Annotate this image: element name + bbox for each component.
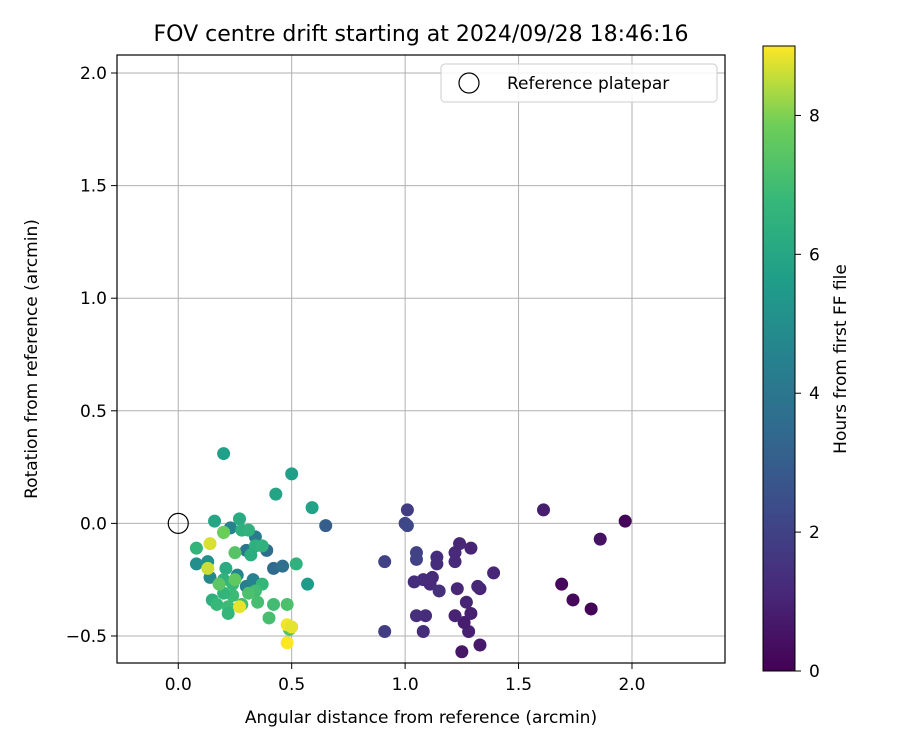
data-point [430, 557, 444, 571]
x-tick-label: 1.5 [505, 675, 532, 695]
data-point [221, 606, 235, 620]
colorbar-tick-label: 6 [809, 245, 820, 265]
data-point [242, 523, 256, 537]
data-point [378, 555, 392, 569]
data-point [228, 546, 242, 560]
data-point [319, 519, 333, 533]
data-point [409, 546, 423, 560]
data-point [464, 541, 478, 555]
data-point [301, 577, 315, 591]
data-point [242, 586, 256, 600]
data-point [201, 561, 215, 575]
data-point [217, 525, 231, 539]
legend-label-reference: Reference platepar [507, 74, 669, 94]
data-point [212, 577, 226, 591]
data-point [423, 577, 437, 591]
data-point [203, 537, 217, 551]
data-point [464, 606, 478, 620]
data-point [593, 532, 607, 546]
chart-title: FOV centre drift starting at 2024/09/28 … [154, 22, 689, 47]
colorbar: 0 2 4 6 8 Hours from first FF file [762, 45, 851, 682]
data-point [457, 615, 471, 629]
data-point [280, 636, 294, 650]
y-tick-label: 1.0 [80, 289, 107, 309]
colorbar-tick-label: 4 [809, 384, 820, 404]
data-point [407, 575, 421, 589]
colorbar-tick-label: 8 [809, 106, 820, 126]
y-axis-ticks: −0.5 0.0 0.5 1.0 1.5 2.0 [66, 64, 117, 647]
data-point [219, 561, 233, 575]
y-tick-label: 0.0 [80, 514, 107, 534]
x-axis-label: Angular distance from reference (arcmin) [245, 708, 597, 728]
data-point [262, 611, 276, 625]
reference-platepar-marker [167, 512, 189, 534]
data-point [584, 602, 598, 616]
x-tick-label: 0.5 [278, 675, 305, 695]
data-point [189, 557, 203, 571]
legend-box [440, 63, 718, 103]
legend: Reference platepar [440, 63, 718, 103]
y-tick-label: 0.5 [80, 402, 107, 422]
data-point [255, 539, 269, 553]
data-point [244, 548, 258, 562]
data-point [210, 597, 224, 611]
data-point [618, 514, 632, 528]
data-point [267, 597, 281, 611]
data-point [233, 600, 247, 614]
data-point [416, 624, 430, 638]
data-point [305, 501, 319, 515]
data-point [378, 624, 392, 638]
data-point [419, 609, 433, 623]
data-point [289, 557, 303, 571]
legend-marker-reference [458, 72, 480, 94]
y-tick-label: −0.5 [66, 627, 107, 647]
colorbar-label: Hours from first FF file [831, 264, 851, 454]
data-point [448, 555, 462, 569]
data-points [189, 447, 632, 659]
data-point [455, 645, 469, 659]
data-point [269, 487, 283, 501]
data-point [400, 503, 414, 517]
data-point [459, 595, 473, 609]
data-point [285, 620, 299, 634]
colorbar-tick-label: 0 [809, 662, 820, 682]
data-point [555, 577, 569, 591]
data-point [276, 559, 290, 573]
data-point [450, 582, 464, 596]
y-tick-label: 2.0 [80, 64, 107, 84]
plot-area-frame [116, 54, 726, 664]
data-point [400, 519, 414, 533]
data-point [208, 514, 222, 528]
data-point [251, 595, 265, 609]
data-point [285, 467, 299, 481]
data-point [471, 579, 485, 593]
x-tick-label: 2.0 [618, 675, 645, 695]
data-point [448, 609, 462, 623]
data-point [566, 593, 580, 607]
data-point [280, 597, 294, 611]
x-axis-ticks: 0.0 0.5 1.0 1.5 2.0 [165, 663, 646, 695]
data-point [233, 512, 247, 526]
data-point [409, 609, 423, 623]
data-point [487, 566, 501, 580]
data-point [537, 503, 551, 517]
colorbar-tick-label: 2 [809, 523, 820, 543]
data-point [453, 537, 467, 551]
colorbar-gradient [762, 45, 796, 672]
colorbar-ticks: 0 2 4 6 8 [795, 106, 820, 682]
y-axis-label: Rotation from reference (arcmin) [22, 219, 42, 499]
y-tick-label: 1.5 [80, 177, 107, 197]
data-point [217, 447, 231, 461]
data-point [473, 638, 487, 652]
data-point [189, 541, 203, 555]
x-tick-label: 1.0 [392, 675, 419, 695]
data-point [432, 584, 446, 598]
data-point [228, 573, 242, 587]
x-tick-label: 0.0 [165, 675, 192, 695]
